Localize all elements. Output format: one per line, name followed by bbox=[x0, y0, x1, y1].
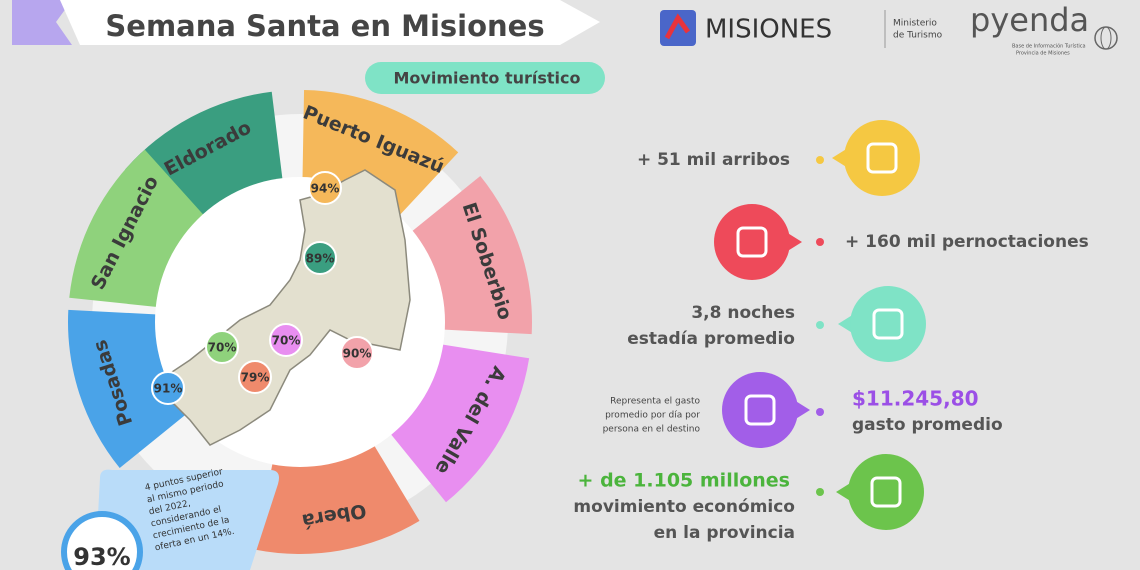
map-percent: 70% bbox=[208, 341, 237, 355]
stats: + 51 mil arribos + 160 mil pernoctacione… bbox=[573, 150, 1088, 543]
title: Semana Santa en Misiones bbox=[105, 9, 544, 43]
region-segment bbox=[69, 149, 207, 308]
region-segment bbox=[388, 343, 530, 503]
pyenda-caption: Provincia de Misiones bbox=[1016, 51, 1070, 57]
map-percent: 89% bbox=[306, 252, 335, 266]
map-percent: 79% bbox=[241, 371, 270, 385]
icon-circle bbox=[848, 454, 924, 530]
total-circle bbox=[61, 511, 143, 570]
icon-glyph bbox=[744, 394, 776, 426]
map-percent: 91% bbox=[154, 382, 183, 396]
map-percent: 90% bbox=[343, 347, 372, 361]
icon-circle bbox=[844, 120, 920, 196]
icon-glyph bbox=[736, 226, 768, 258]
icon-pointer bbox=[838, 314, 854, 334]
map-labels: 94% 89% 70% 70% 90% 91% 79% bbox=[151, 171, 374, 405]
map-dot bbox=[238, 360, 272, 394]
banner-arrow bbox=[12, 0, 72, 45]
misiones-logo-stroke bbox=[664, 13, 691, 40]
icon-pointer bbox=[794, 400, 810, 420]
stat-text: movimiento económico bbox=[573, 497, 795, 517]
stat-text: gasto promedio bbox=[852, 415, 1003, 435]
map-dot bbox=[269, 323, 303, 357]
map-percent: 94% bbox=[311, 182, 340, 196]
stat-text: + 51 mil arribos bbox=[637, 150, 790, 170]
region-segment bbox=[255, 442, 420, 554]
subtitle: Movimiento turístico bbox=[394, 69, 581, 88]
stat-value: $11.245,80 bbox=[852, 387, 979, 411]
misiones-logo: MISIONES bbox=[705, 15, 832, 45]
stat-text: estadía promedio bbox=[627, 329, 795, 349]
pyenda-logo: pyenda bbox=[970, 1, 1089, 39]
globe-icon bbox=[1100, 26, 1112, 50]
map-percent: 70% bbox=[272, 334, 301, 348]
icon-glyph bbox=[866, 142, 898, 174]
map-dot bbox=[308, 171, 342, 205]
map-dot bbox=[151, 371, 185, 405]
icon-circle bbox=[722, 372, 798, 448]
stat-text: en la provincia bbox=[654, 523, 795, 543]
separator-dot bbox=[816, 408, 824, 416]
stat-note: Representa el gasto bbox=[610, 397, 700, 407]
icon-circle bbox=[714, 204, 790, 280]
total: 93% bbox=[73, 543, 130, 570]
stat-note: persona en el destino bbox=[603, 425, 701, 435]
banner bbox=[60, 0, 600, 45]
ministerio: de Turismo bbox=[893, 31, 943, 41]
map-dot bbox=[340, 336, 374, 370]
icon-pointer bbox=[786, 232, 802, 252]
separator-dot bbox=[816, 238, 824, 246]
separator-dot bbox=[816, 156, 824, 164]
icon-glyph bbox=[872, 308, 904, 340]
icons bbox=[714, 120, 926, 530]
separator-dot bbox=[816, 488, 824, 496]
stat-text: 3,8 noches bbox=[691, 303, 795, 323]
icon-pointer bbox=[832, 148, 848, 168]
stat-value: + de 1.105 millones bbox=[578, 470, 790, 492]
map-dot bbox=[205, 330, 239, 364]
stat-note: promedio por día por bbox=[605, 411, 700, 421]
icon-pointer bbox=[836, 482, 852, 502]
ministerio: Ministerio bbox=[893, 19, 937, 29]
separator-dot bbox=[816, 321, 824, 329]
icon-glyph bbox=[870, 476, 902, 508]
icon-circle bbox=[850, 286, 926, 362]
map-dot bbox=[303, 241, 337, 275]
pyenda-caption: Base de Información Turística bbox=[1012, 43, 1086, 50]
subtitle-pill bbox=[365, 62, 605, 94]
province-map bbox=[159, 169, 411, 446]
stat-text: + 160 mil pernoctaciones bbox=[845, 232, 1089, 252]
